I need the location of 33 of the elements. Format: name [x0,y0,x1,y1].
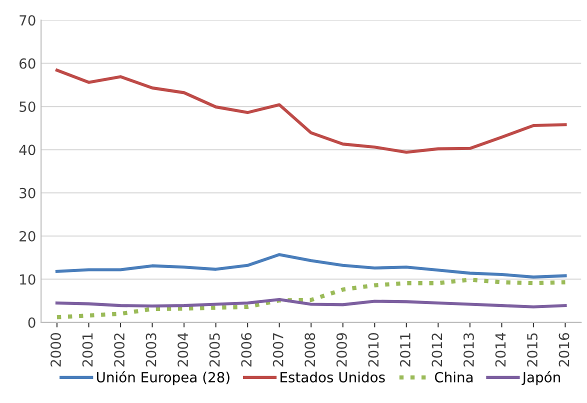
x-tick-label: 2007 [272,333,284,366]
x-tick-label: 2011 [400,333,410,366]
x-tick-label: 2010 [368,333,379,366]
x-tick-label: 2006 [241,333,252,366]
legend-label: Unión Europea (28) [97,371,230,386]
x-tick-label: 2016 [558,333,570,366]
x-tick-label: 2009 [336,333,347,366]
x-tick-label: 2000 [50,333,62,366]
line-series [55,253,567,279]
legend-label: China [434,372,473,382]
x-tick-label: 2004 [178,332,188,366]
x-tick-label: 2013 [463,333,474,366]
x-tick-label: 2002 [114,334,125,366]
legend-label: Japón [522,371,560,386]
line-series [54,278,568,320]
y-tick-label: 10 [20,274,36,285]
x-tick-label: 2014 [495,332,506,366]
x-tick-label: 2008 [304,333,316,366]
y-tick-label: 60 [20,58,36,69]
line-series [55,298,567,308]
y-tick-label: 50 [20,101,36,112]
x-tick-label: 2015 [527,333,538,366]
y-tick-label: 40 [19,144,36,156]
y-tick-label: 70 [20,15,36,26]
line-series [55,68,567,154]
x-tick-label: 2001 [82,333,93,366]
legend-label: Estados Unidos [280,372,385,382]
x-tick-label: 2012 [432,334,442,366]
x-tick-label: 2003 [146,333,156,366]
y-tick-label: 30 [20,188,36,198]
y-tick-label: 20 [20,231,36,242]
y-tick-label: 0 [28,317,36,328]
x-tick-label: 2005 [209,333,220,366]
